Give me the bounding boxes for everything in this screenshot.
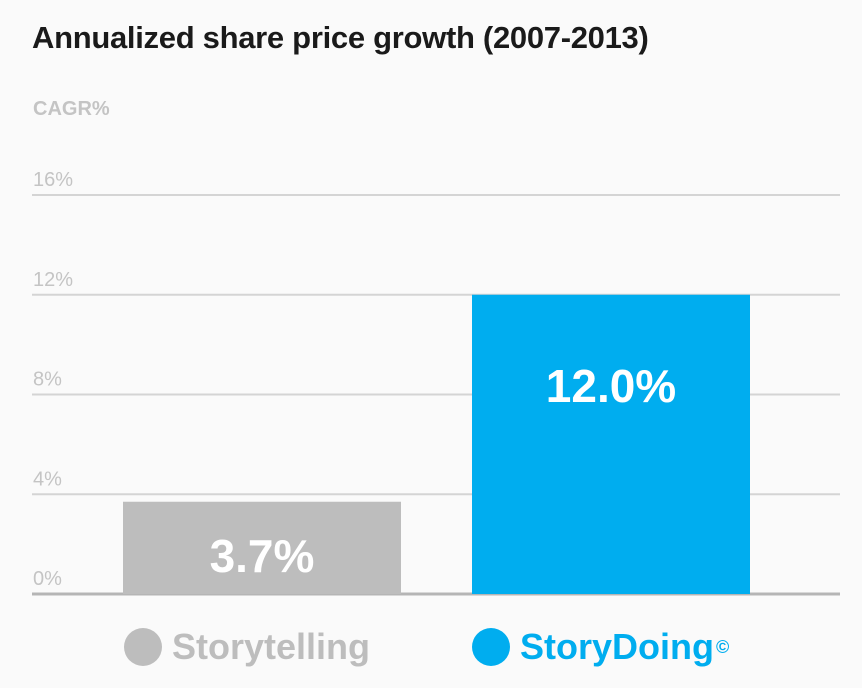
copyright-mark: © <box>716 636 730 657</box>
y-tick-label-16: 16% <box>33 169 73 191</box>
y-axis-label: CAGR% <box>33 98 110 120</box>
chart-title: Annualized share price growth (2007-2013… <box>32 20 649 55</box>
legend-swatch-storydoing <box>472 628 510 666</box>
y-tick-label-0: 0% <box>33 568 62 590</box>
legend-label-storydoing: StoryDoing <box>520 626 714 667</box>
legend-label-storytelling: Storytelling <box>172 626 371 667</box>
data-label-storytelling: 3.7% <box>210 530 315 582</box>
y-tick-label-12: 12% <box>33 269 73 291</box>
legend-item-storytelling: Storytelling <box>124 626 370 668</box>
bar-storydoing <box>472 294 750 594</box>
y-tick-label-8: 8% <box>33 369 62 391</box>
y-tick-label-4: 4% <box>33 468 62 490</box>
legend: Storytelling StoryDoing © <box>0 626 862 676</box>
bar-storytelling <box>123 501 401 594</box>
legend-item-storydoing: StoryDoing © <box>472 626 729 668</box>
legend-swatch-storytelling <box>124 628 162 666</box>
data-label-storydoing: 12.0% <box>546 360 676 412</box>
